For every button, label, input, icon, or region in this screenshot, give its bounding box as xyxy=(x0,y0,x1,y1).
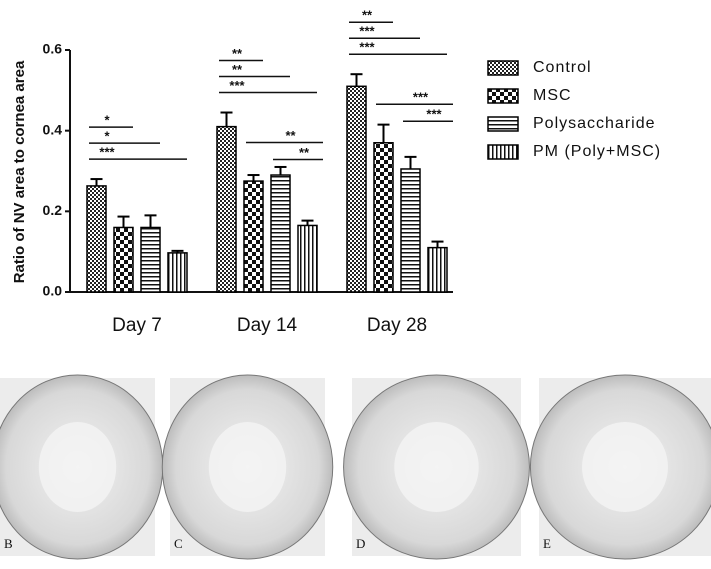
bar xyxy=(270,174,291,293)
bar xyxy=(167,252,188,293)
bar xyxy=(243,180,264,293)
significance-label: *** xyxy=(426,107,442,122)
bar xyxy=(400,168,421,293)
significance-label: ** xyxy=(285,128,296,143)
bar xyxy=(140,226,161,293)
y-tick-label: 0.6 xyxy=(43,41,63,57)
y-tick-label: 0.0 xyxy=(43,283,63,299)
x-tick-label: Day 7 xyxy=(112,315,162,336)
significance-label: *** xyxy=(229,78,245,93)
bar xyxy=(346,85,367,293)
y-tick-label: 0.4 xyxy=(43,121,63,137)
significance-label: ** xyxy=(232,62,243,77)
cornea-center xyxy=(394,422,479,512)
legend-label: MSC xyxy=(533,87,572,104)
panel-label: E xyxy=(543,536,551,551)
legend-swatch xyxy=(487,144,519,160)
panel-label: B xyxy=(4,536,13,551)
cornea-center xyxy=(38,422,117,512)
bar xyxy=(373,142,394,293)
legend-label: Polysaccharide xyxy=(533,115,656,132)
bar xyxy=(427,246,448,293)
cornea-center xyxy=(582,422,668,512)
photo-panels: B C D E xyxy=(0,374,711,560)
legend-swatch xyxy=(487,116,519,132)
bar xyxy=(297,224,318,293)
legend-label: PM (Poly+MSC) xyxy=(533,143,661,160)
significance-label: ** xyxy=(299,145,310,160)
significance-label: *** xyxy=(359,24,375,39)
x-tick-label: Day 28 xyxy=(367,315,427,336)
cornea-center xyxy=(208,422,287,512)
bar xyxy=(86,185,107,293)
legend-swatch xyxy=(487,60,519,76)
significance-label: * xyxy=(104,129,110,144)
panel-label: C xyxy=(174,536,183,551)
panel-label: D xyxy=(356,536,365,551)
significance-label: * xyxy=(104,113,110,128)
bar xyxy=(113,226,134,293)
x-tick-label: Day 14 xyxy=(237,315,298,336)
significance-label: ** xyxy=(362,8,373,23)
significance-label: *** xyxy=(413,90,429,105)
significance-label: *** xyxy=(359,40,375,55)
bar xyxy=(216,125,237,293)
significance-label: ** xyxy=(232,46,243,61)
legend-label: Control xyxy=(533,59,592,76)
y-axis-label: Ratio of NV area to cornea area xyxy=(11,60,28,283)
y-tick-label: 0.2 xyxy=(43,202,63,218)
significance-label: *** xyxy=(99,145,115,160)
legend-swatch xyxy=(487,88,519,104)
